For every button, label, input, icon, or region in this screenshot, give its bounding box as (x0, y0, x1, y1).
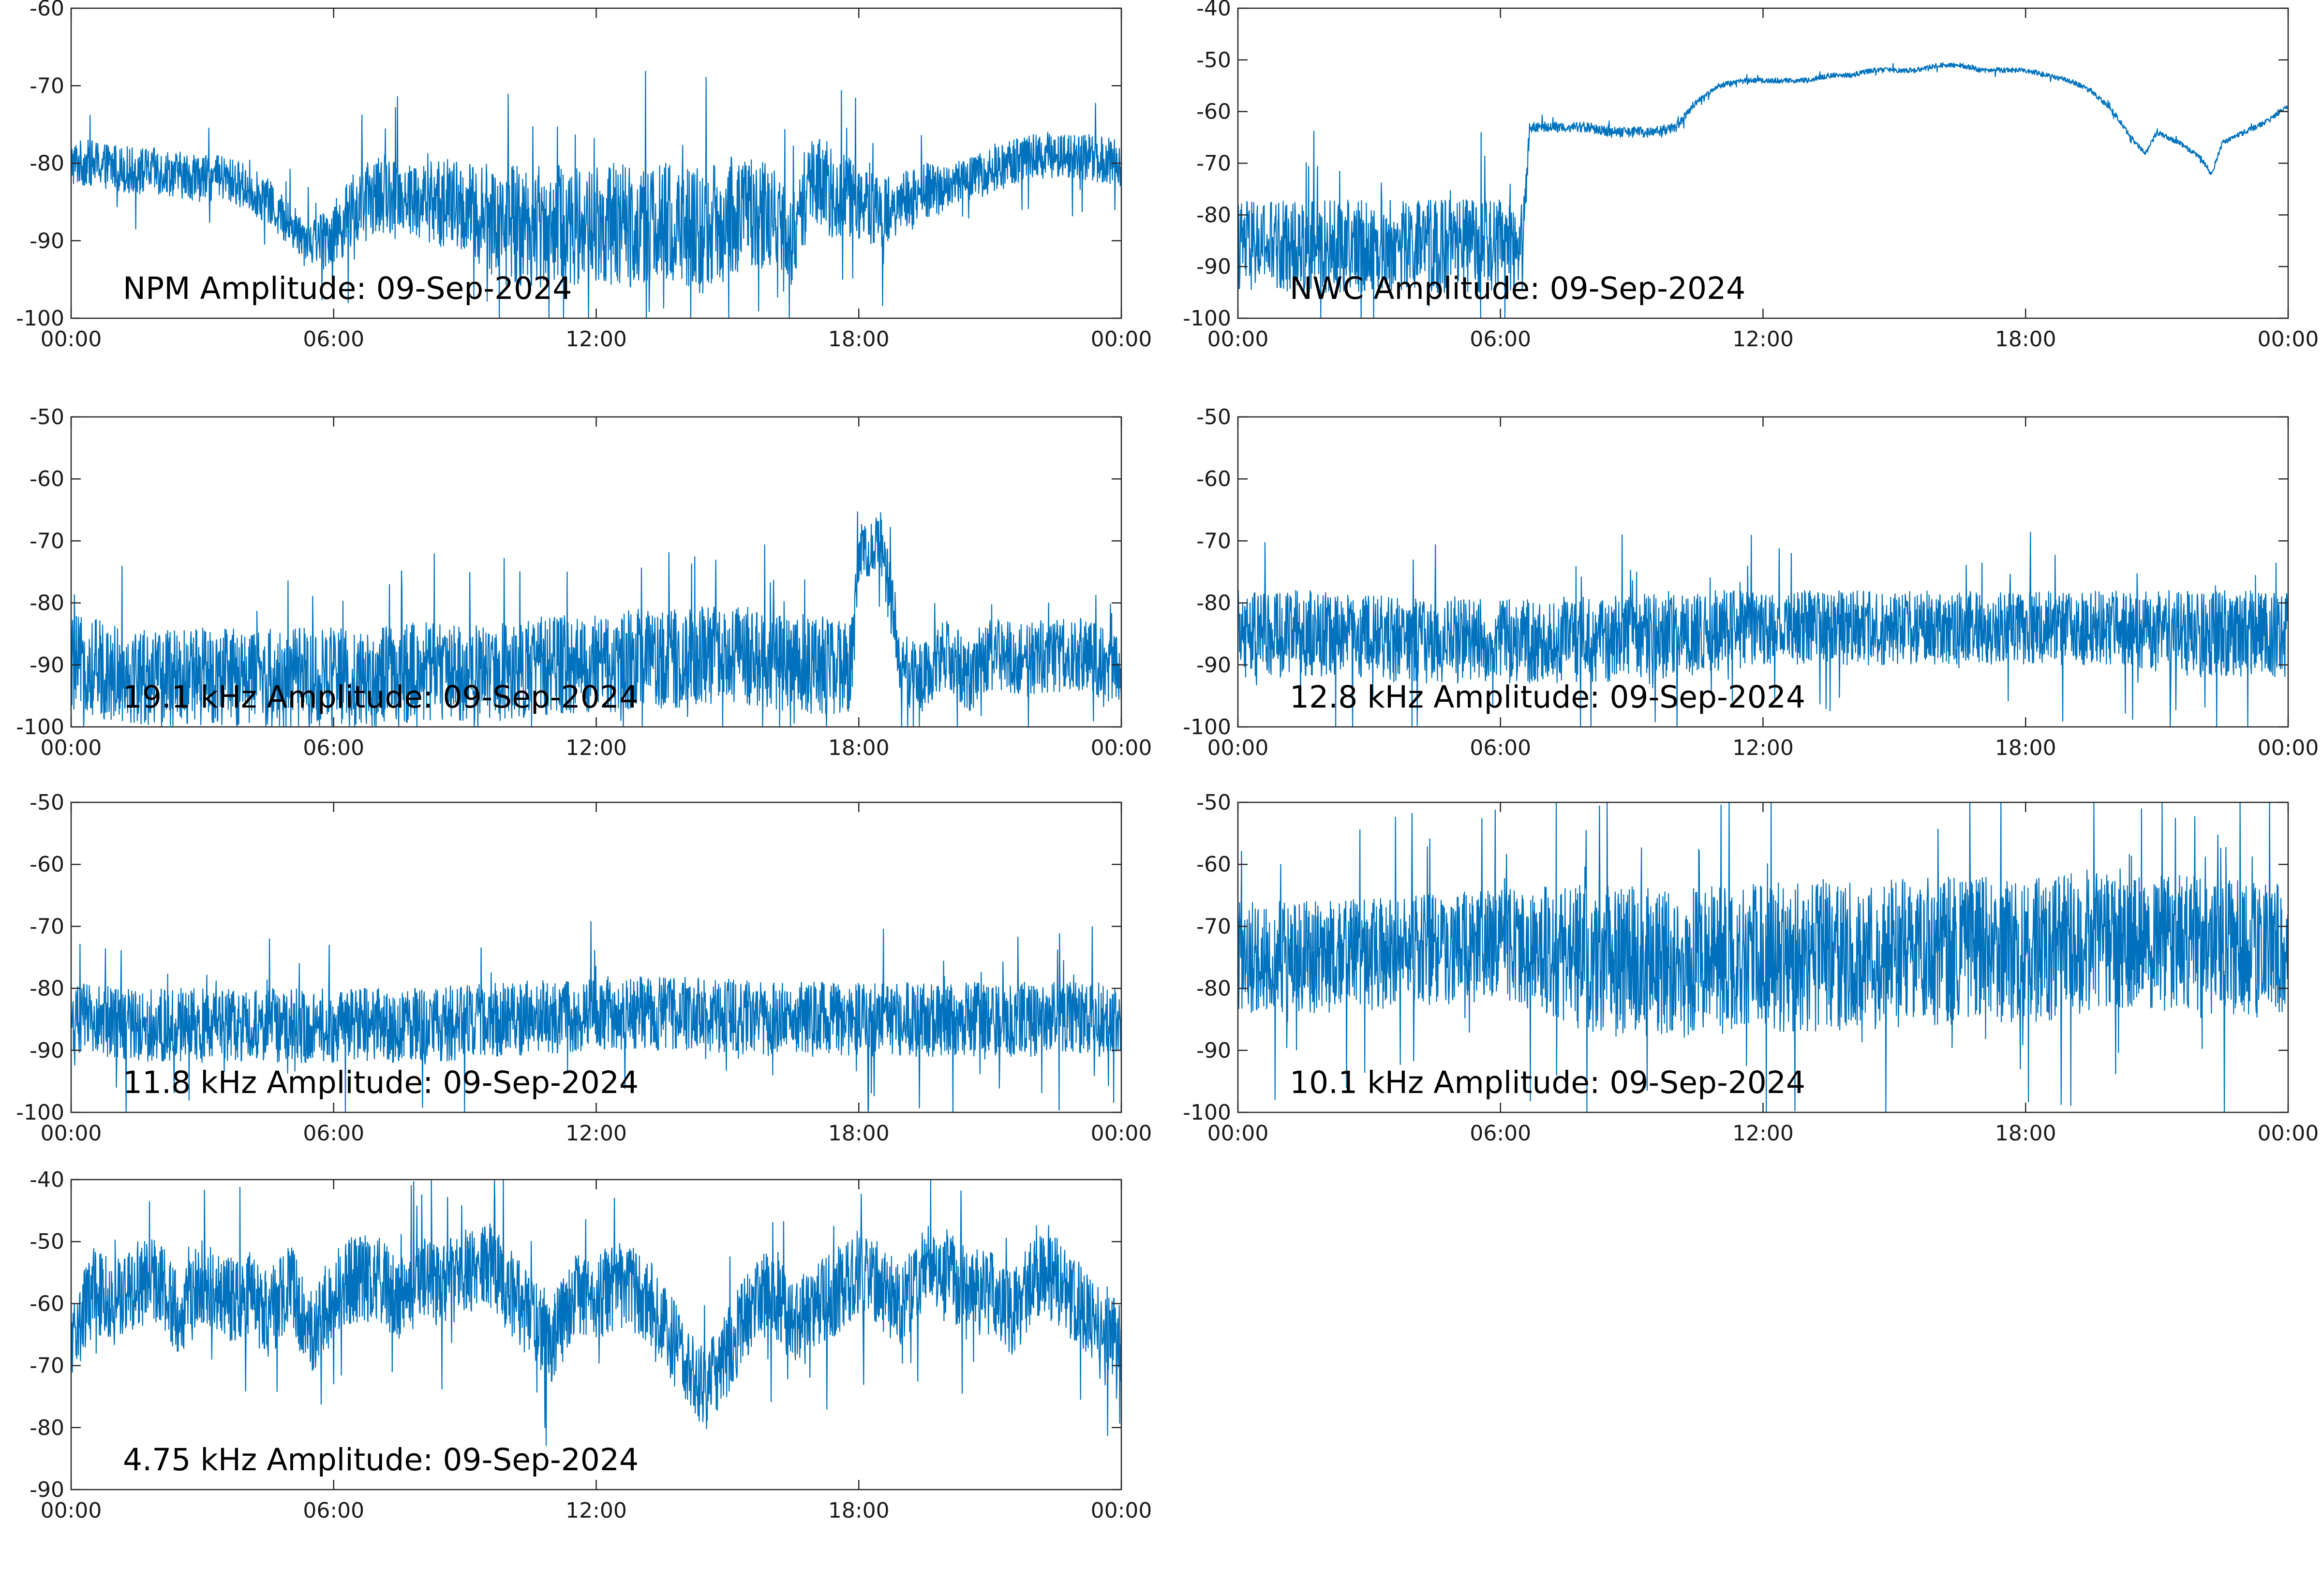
y-tick-label: -50 (30, 1229, 64, 1254)
x-tick-label: 18:00 (1995, 327, 2056, 352)
x-tick-label: 00:00 (1207, 736, 1269, 760)
x-tick-label: 00:00 (41, 327, 102, 352)
series-line-1 (1238, 532, 2288, 727)
x-tick-label: 00:00 (1091, 736, 1152, 760)
panel-title: NPM Amplitude: 09-Sep-2024 (123, 271, 572, 306)
y-tick-label: -70 (30, 529, 64, 553)
x-tick-label: 12:00 (1732, 327, 1794, 352)
y-tick-label: -70 (30, 74, 64, 98)
y-tick-label: -60 (30, 852, 64, 877)
series-line-1 (1238, 62, 2288, 318)
x-tick-label: 12:00 (1732, 736, 1794, 760)
x-tick-label: 06:00 (303, 327, 364, 352)
y-tick-label: -40 (30, 1167, 64, 1192)
x-tick-label: 00:00 (1091, 1498, 1152, 1523)
y-tick-label: -100 (16, 306, 64, 331)
x-tick-label: 00:00 (1091, 327, 1152, 352)
y-tick-label: -70 (1196, 151, 1231, 176)
y-tick-label: -70 (1196, 529, 1231, 553)
x-tick-label: 00:00 (2258, 327, 2319, 352)
x-tick-label: 06:00 (1470, 1121, 1531, 1146)
x-tick-label: 00:00 (41, 1498, 102, 1523)
chart-panel-5: -100 -90 -80 -70 -60 -50 00:00 06:00 12:00 18:00 0… (16, 790, 1152, 1146)
x-tick-label: 12:00 (566, 327, 627, 352)
chart-panel-4: -100 -90 -80 -70 -60 -50 00:00 06:00 12:00 18:00 0… (1183, 405, 2319, 760)
y-tick-label: -80 (30, 151, 64, 176)
chart-panel-2: -100 -90 -80 -70 -60 -50 -40 00:00 06:00 12:00 18:… (1183, 0, 2319, 352)
y-tick-label: -50 (1196, 405, 1231, 429)
y-tick-label: -70 (30, 1354, 64, 1378)
y-tick-label: -100 (1183, 715, 1231, 739)
y-tick-label: -60 (1196, 467, 1231, 491)
y-tick-label: -90 (1196, 1038, 1231, 1063)
y-tick-label: -80 (1196, 976, 1231, 1001)
y-tick-label: -50 (30, 790, 64, 815)
y-tick-label: -80 (30, 591, 64, 616)
x-tick-label: 12:00 (566, 1121, 627, 1146)
y-tick-label: -50 (1196, 48, 1231, 73)
y-tick-label: -70 (30, 914, 64, 939)
x-tick-label: 00:00 (1091, 1121, 1152, 1146)
x-tick-label: 18:00 (828, 1121, 890, 1146)
x-tick-label: 00:00 (2258, 1121, 2319, 1146)
series-line-1 (71, 511, 1121, 727)
y-tick-label: -50 (30, 405, 64, 429)
x-tick-label: 12:00 (1732, 1121, 1794, 1146)
x-tick-label: 18:00 (828, 327, 890, 352)
x-tick-label: 06:00 (303, 736, 364, 760)
y-tick-label: -60 (30, 0, 64, 21)
y-tick-label: -90 (30, 229, 64, 253)
y-tick-label: -70 (1196, 914, 1231, 939)
series-line-1 (1238, 802, 2288, 1112)
y-tick-label: -100 (1183, 306, 1231, 331)
y-tick-label: -60 (1196, 852, 1231, 877)
y-tick-label: -60 (30, 1291, 64, 1316)
panel-title: 11.8 kHz Amplitude: 09-Sep-2024 (123, 1065, 639, 1100)
panel-title: 19.1 kHz Amplitude: 09-Sep-2024 (123, 680, 639, 715)
x-tick-label: 00:00 (1207, 1121, 1269, 1146)
chart-panel-6: -100 -90 -80 -70 -60 -50 00:00 06:00 12:00 18:00 0… (1183, 790, 2319, 1146)
y-tick-label: -80 (1196, 203, 1231, 227)
series-line-1 (71, 71, 1121, 318)
y-tick-label: -100 (16, 715, 64, 739)
x-tick-label: 06:00 (303, 1121, 364, 1146)
panel-title: 10.1 kHz Amplitude: 09-Sep-2024 (1290, 1065, 1805, 1100)
y-tick-label: -100 (1183, 1100, 1231, 1125)
y-tick-label: -40 (1196, 0, 1231, 21)
y-tick-label: -90 (1196, 254, 1231, 279)
x-tick-label: 06:00 (1470, 327, 1531, 352)
y-tick-label: -90 (30, 1038, 64, 1063)
x-tick-label: 00:00 (2258, 736, 2319, 760)
y-tick-label: -90 (30, 653, 64, 678)
x-tick-label: 06:00 (303, 1498, 364, 1523)
panel-title: NWC Amplitude: 09-Sep-2024 (1290, 271, 1745, 306)
y-tick-label: -90 (30, 1478, 64, 1502)
series-line-1 (71, 1180, 1121, 1447)
y-tick-label: -60 (1196, 100, 1231, 124)
x-tick-label: 00:00 (41, 1121, 102, 1146)
x-tick-label: 12:00 (566, 736, 627, 760)
x-tick-label: 18:00 (828, 1498, 890, 1523)
x-tick-label: 12:00 (566, 1498, 627, 1523)
y-tick-label: -90 (1196, 653, 1231, 678)
x-tick-label: 18:00 (1995, 736, 2056, 760)
chart-panel-7: -90 -80 -70 -60 -50 -40 00:00 06:00 12:00 18:00 00… (30, 1167, 1152, 1523)
series-line-1 (71, 921, 1121, 1112)
y-tick-label: -100 (16, 1100, 64, 1125)
y-tick-label: -50 (1196, 790, 1231, 815)
x-tick-label: 06:00 (1470, 736, 1531, 760)
chart-panel-1: -100 -90 -80 -70 -60 00:00 06:00 12:00 18:00 00:0… (16, 0, 1152, 352)
x-tick-label: 00:00 (1207, 327, 1269, 352)
y-tick-label: -80 (30, 1416, 64, 1440)
x-tick-label: 18:00 (1995, 1121, 2056, 1146)
y-tick-label: -80 (1196, 591, 1231, 616)
panel-title: 4.75 kHz Amplitude: 09-Sep-2024 (123, 1442, 639, 1478)
panel-title: 12.8 kHz Amplitude: 09-Sep-2024 (1290, 680, 1805, 715)
y-tick-label: -80 (30, 976, 64, 1001)
x-tick-label: 00:00 (41, 736, 102, 760)
y-tick-label: -60 (30, 467, 64, 491)
chart-panel-3: -100 -90 -80 -70 -60 -50 00:00 06:00 12:00 18:00 0… (16, 405, 1152, 760)
x-tick-label: 18:00 (828, 736, 890, 760)
